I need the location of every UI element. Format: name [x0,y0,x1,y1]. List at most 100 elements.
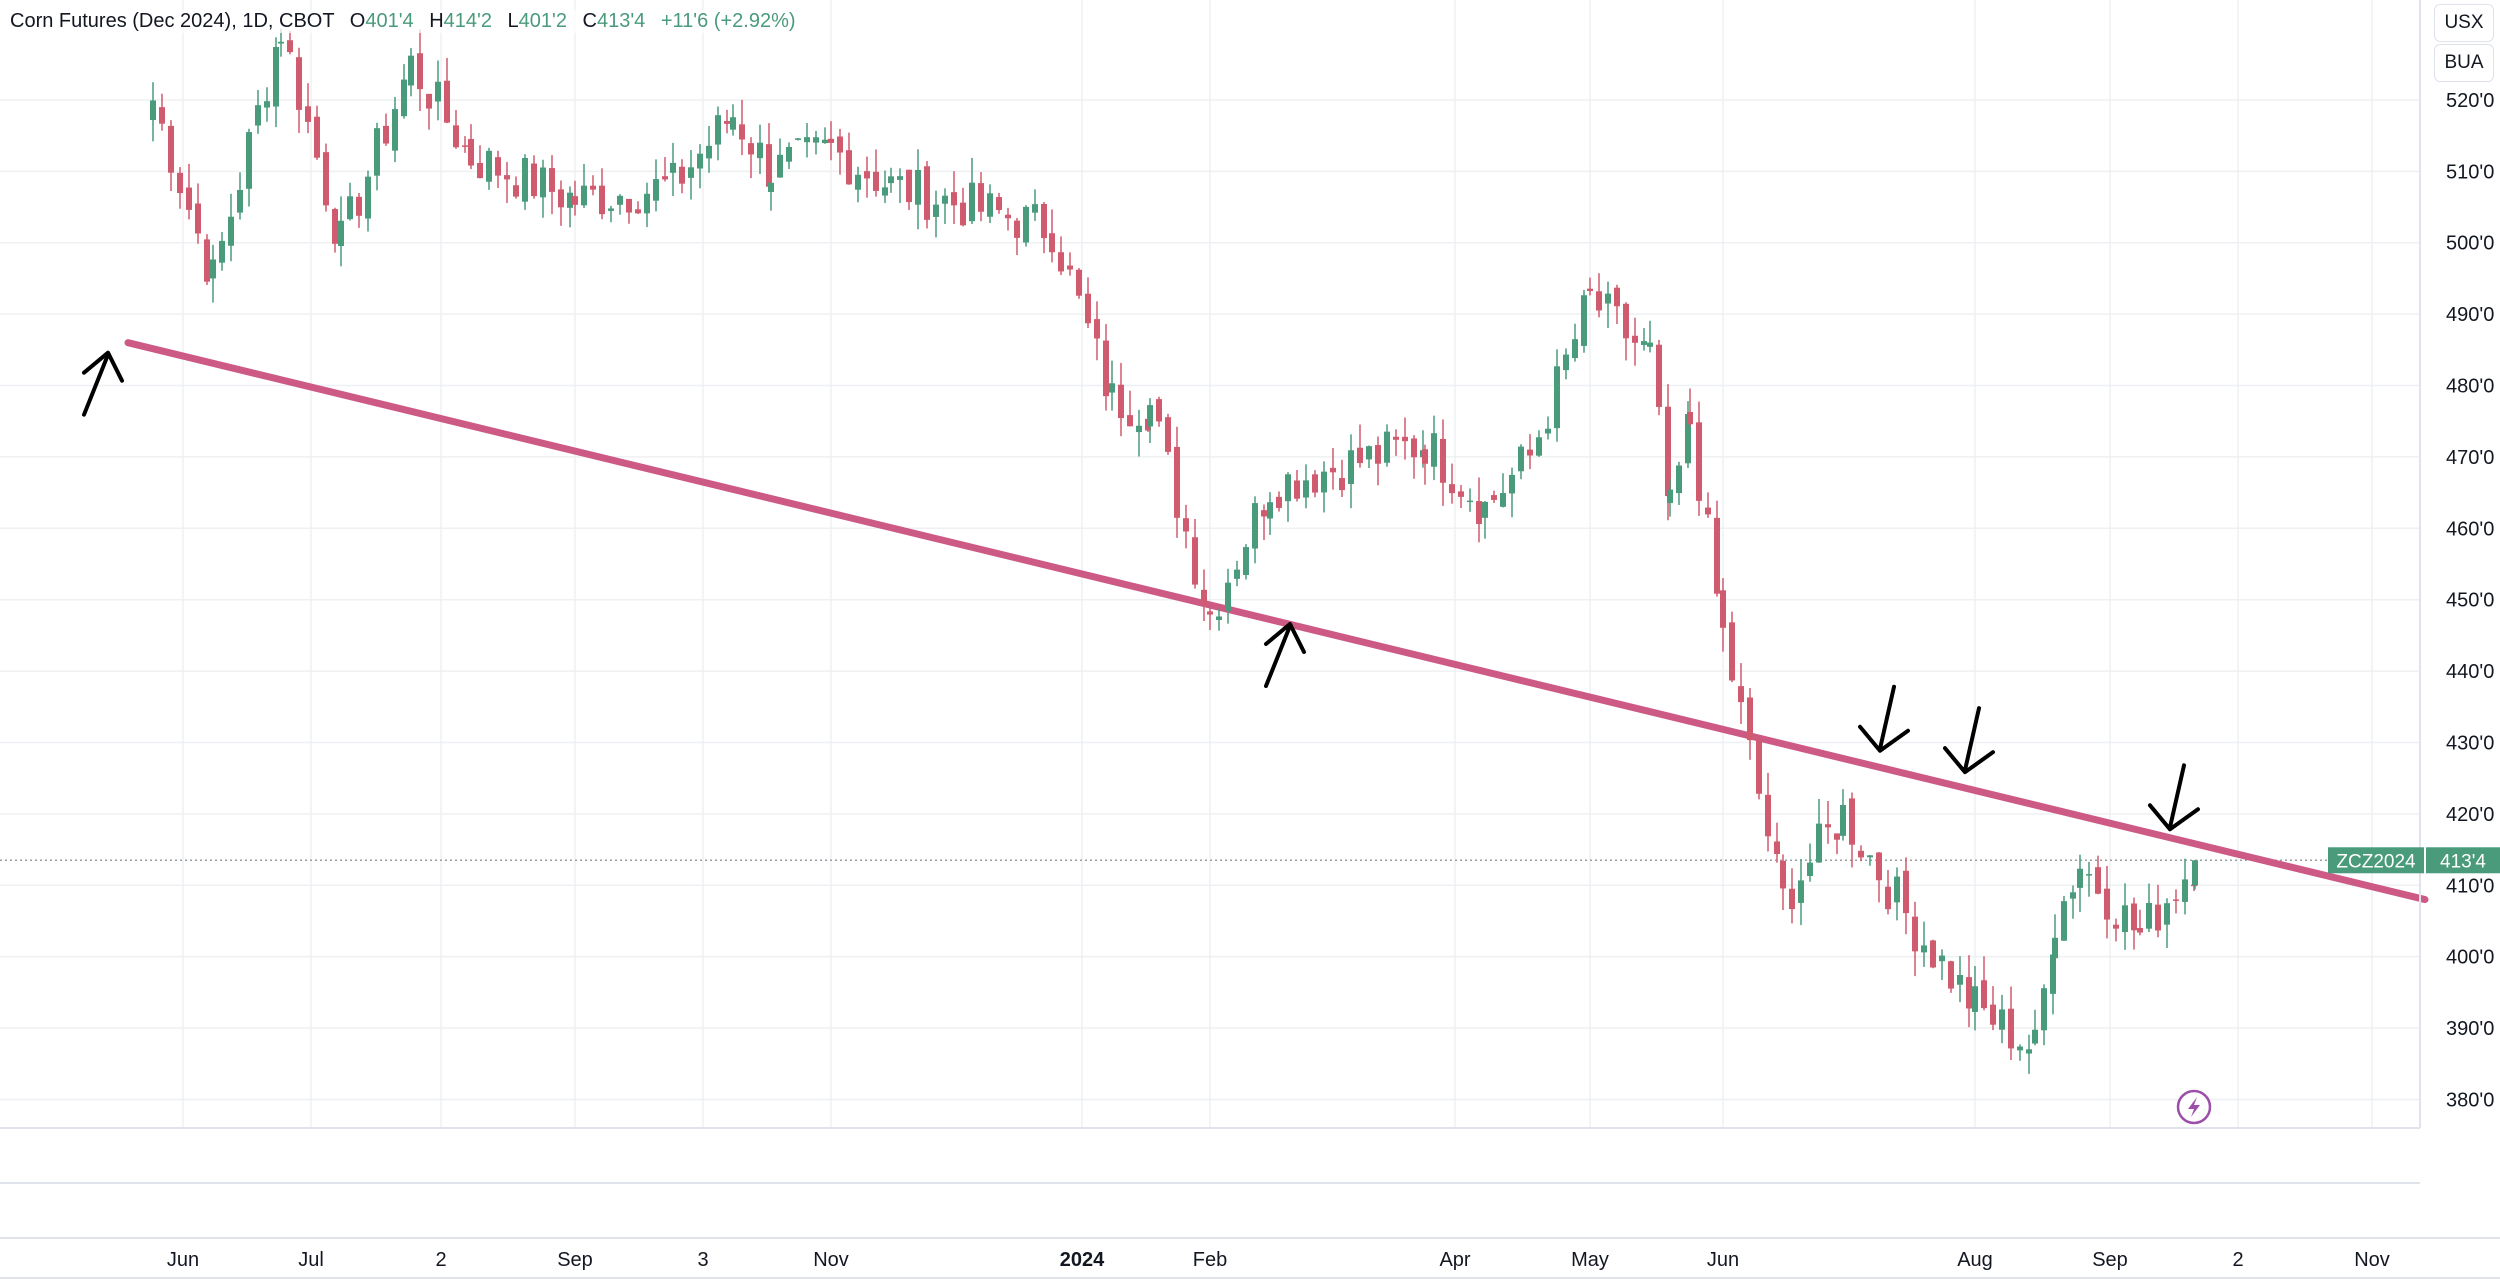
candle [1587,277,1593,296]
candle-body [273,47,279,107]
candle-body [1201,589,1207,605]
candle [1858,845,1864,862]
candle-body [186,187,192,210]
candle-body [150,100,156,121]
x-tick-label: May [1571,1249,1609,1271]
candle [1885,870,1891,915]
candle-body [1375,445,1381,464]
y-tick-label: 380'0 [2446,1089,2494,1111]
candle [426,93,432,130]
candle-body [401,79,407,117]
candle [608,205,614,223]
candle-body [1509,474,1515,494]
candle [1596,273,1602,318]
candle [1366,445,1372,468]
candle-body [1500,493,1506,507]
candle-body [822,139,828,144]
candle [804,123,810,158]
candle-body [495,157,501,176]
candle [338,196,344,267]
arrow-shaft [1264,623,1292,688]
low-label: L [507,10,519,32]
candle-body [730,117,736,130]
candle [1720,578,1726,652]
candle-body [1720,590,1726,628]
candle [2077,854,2083,912]
candle [323,143,329,212]
candle [1276,491,1282,512]
ticker-badge-label: ZCZ2024 [2336,851,2416,872]
candle [2061,896,2067,941]
candle-body [296,57,302,110]
price-badge-label: 413'4 [2440,851,2486,872]
candle [374,122,380,191]
candle-body [873,171,879,191]
candle-body [168,125,174,173]
candle [1294,469,1300,502]
candle-body [1894,876,1900,903]
candle-body [969,182,975,222]
candle [477,145,483,179]
candle [1440,419,1446,506]
candle [314,105,320,160]
candle-body [1957,975,1963,985]
candle-body [1192,537,1198,585]
x-tick-label: Sep [557,1249,593,1271]
unit-bua-button[interactable]: BUA [2434,44,2494,82]
candle-body [1156,399,1162,422]
candle [2164,898,2170,948]
candle [150,82,156,142]
candle-body [426,93,432,109]
candle-body [1647,342,1653,347]
candle-body [1085,293,1091,324]
candle-body [305,106,311,122]
candle [1825,801,1831,844]
candle [1948,960,1954,993]
candle [168,120,174,192]
candle [383,113,389,146]
symbol-title: Corn Futures (Dec 2024), 1D, CBOT [10,10,335,32]
candle-body [653,179,659,201]
candle-body [1348,450,1354,484]
arrow-head [2148,803,2200,832]
close-label: C [582,10,597,32]
candle-body [255,105,261,126]
candle [846,132,852,185]
candle-body [864,171,870,179]
candle-body [2131,903,2137,931]
candle-body [1885,886,1891,910]
up-arrow [1264,621,1306,688]
candle-body [347,196,353,220]
lightning-icon[interactable] [2176,1089,2212,1125]
candle-body [408,55,414,86]
candle [1234,560,1240,587]
candle-body [1431,433,1437,467]
candle-body [1587,288,1593,291]
candle [468,124,474,170]
candle [549,155,555,215]
candle-body [1321,471,1327,493]
candle-body [1136,425,1142,433]
candle-body [2137,927,2143,933]
candle-body [1109,383,1115,393]
candle-body [246,132,252,189]
candle-body [960,202,966,226]
candle-body [813,137,819,143]
arrow-head [1943,746,1995,775]
candle [2041,984,2047,1046]
candle-body [210,259,216,279]
candle-body [739,124,745,140]
candle-body [314,116,320,158]
candle [1972,966,1978,1031]
candle [855,166,861,203]
candle-body [662,176,668,180]
candle-body [1572,339,1578,359]
candle [453,109,459,149]
candle-body [1041,203,1047,239]
down-arrow [1943,706,1995,775]
currency-usx-button[interactable]: USX [2434,4,2494,42]
candle [332,207,338,253]
candle-body [1834,833,1840,840]
